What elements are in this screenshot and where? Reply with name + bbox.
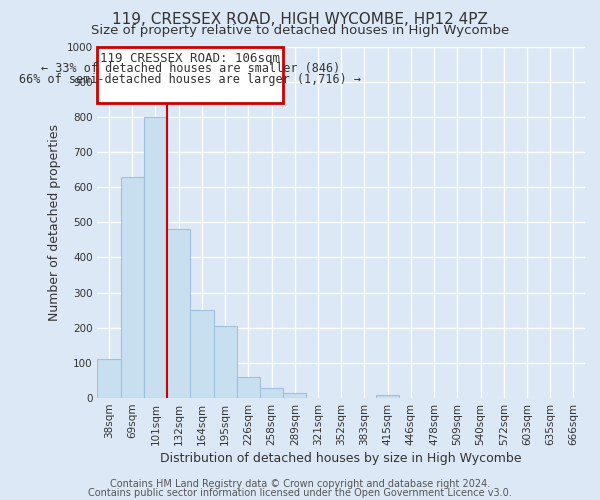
Bar (214, 326, 237, 398)
Bar (167, 230, 190, 398)
X-axis label: Distribution of detached houses by size in High Wycombe: Distribution of detached houses by size … (160, 452, 522, 465)
Bar (283, 393, 307, 398)
Bar (97, 360, 121, 398)
Bar (376, 394, 399, 398)
Bar (144, 117, 167, 398)
Text: Contains public sector information licensed under the Open Government Licence v3: Contains public sector information licen… (88, 488, 512, 498)
Y-axis label: Number of detached properties: Number of detached properties (48, 124, 61, 321)
Text: ← 33% of detached houses are smaller (846): ← 33% of detached houses are smaller (84… (41, 62, 340, 76)
Text: 119, CRESSEX ROAD, HIGH WYCOMBE, HP12 4PZ: 119, CRESSEX ROAD, HIGH WYCOMBE, HP12 4P… (112, 12, 488, 28)
Bar (260, 388, 283, 398)
Text: 66% of semi-detached houses are larger (1,716) →: 66% of semi-detached houses are larger (… (19, 73, 361, 86)
Text: Contains HM Land Registry data © Crown copyright and database right 2024.: Contains HM Land Registry data © Crown c… (110, 479, 490, 489)
Text: Size of property relative to detached houses in High Wycombe: Size of property relative to detached ho… (91, 24, 509, 37)
Bar (237, 377, 260, 398)
Bar (121, 176, 144, 398)
Bar (190, 310, 214, 398)
FancyBboxPatch shape (97, 46, 283, 103)
Text: 119 CRESSEX ROAD: 106sqm: 119 CRESSEX ROAD: 106sqm (100, 52, 280, 65)
